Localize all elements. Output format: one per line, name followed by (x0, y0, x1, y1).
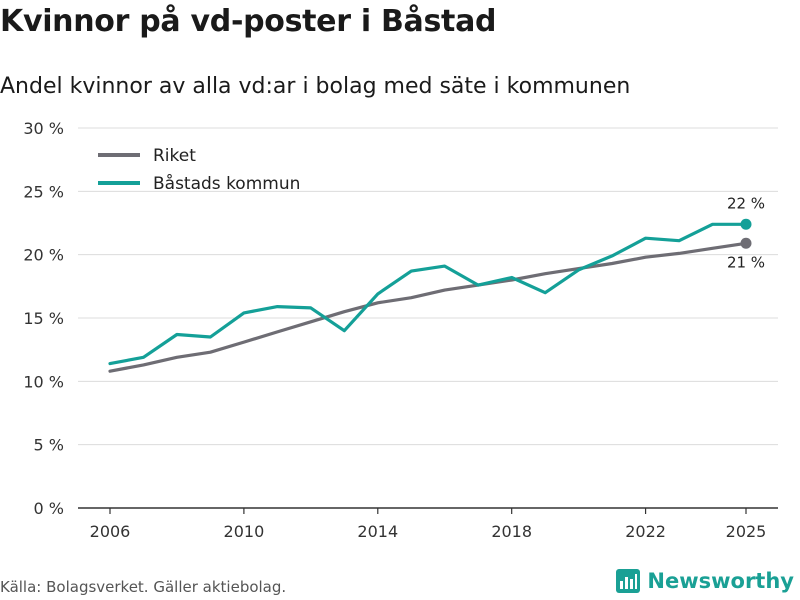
y-tick-label: 0 % (34, 499, 64, 518)
legend-label-bastad: Båstads kommun (153, 173, 300, 194)
newsworthy-logo-icon (616, 569, 641, 593)
y-tick-label: 30 % (23, 119, 64, 138)
line-chart: 0 % 5 % 10 % 15 % 20 % 25 % 30 % 2006 2010 2014 20… (23, 119, 778, 541)
x-tick-label: 2025 (726, 522, 767, 541)
brand-name: Newsworthy (647, 569, 794, 593)
series-line-riket (108, 241, 748, 373)
x-tick-label: 2018 (491, 522, 532, 541)
y-tick-label: 25 % (23, 182, 64, 201)
x-tick-label: 2022 (625, 522, 666, 541)
x-tick-label: 2010 (224, 522, 265, 541)
chart-subtitle: Andel kvinnor av alla vd:ar i bolag med … (0, 74, 631, 99)
brand-logo: Newsworthy (615, 568, 794, 594)
y-tick-label: 5 % (34, 436, 64, 455)
y-tick-label: 15 % (23, 309, 64, 328)
source-note: Källa: Bolagsverket. Gäller aktiebolag. (0, 578, 287, 596)
end-point-riket (740, 237, 752, 249)
x-tick-label: 2006 (90, 522, 131, 541)
legend-label-riket: Riket (153, 146, 196, 166)
y-tick-label: 10 % (23, 372, 64, 391)
chart-title: Kvinnor på vd-poster i Båstad (0, 4, 497, 39)
end-label-bastad: 22 % (727, 194, 765, 212)
x-tick-label: 2014 (357, 522, 398, 541)
end-point-bastad (740, 218, 752, 230)
series-line-bastad (108, 222, 748, 366)
end-label-riket: 21 % (727, 253, 765, 271)
y-tick-label: 20 % (23, 246, 64, 265)
